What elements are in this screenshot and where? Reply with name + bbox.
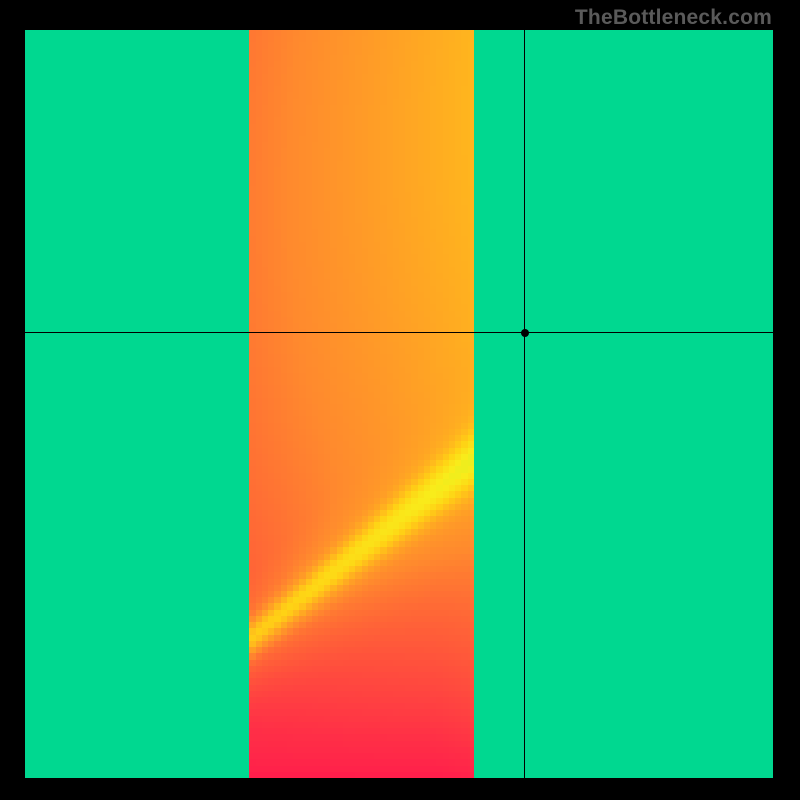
crosshair-horizontal	[25, 332, 773, 333]
crosshair-marker	[521, 329, 529, 337]
crosshair-vertical	[524, 30, 525, 778]
watermark-text: TheBottleneck.com	[575, 6, 772, 30]
heatmap-canvas	[25, 30, 773, 778]
heatmap-plot	[25, 30, 773, 778]
